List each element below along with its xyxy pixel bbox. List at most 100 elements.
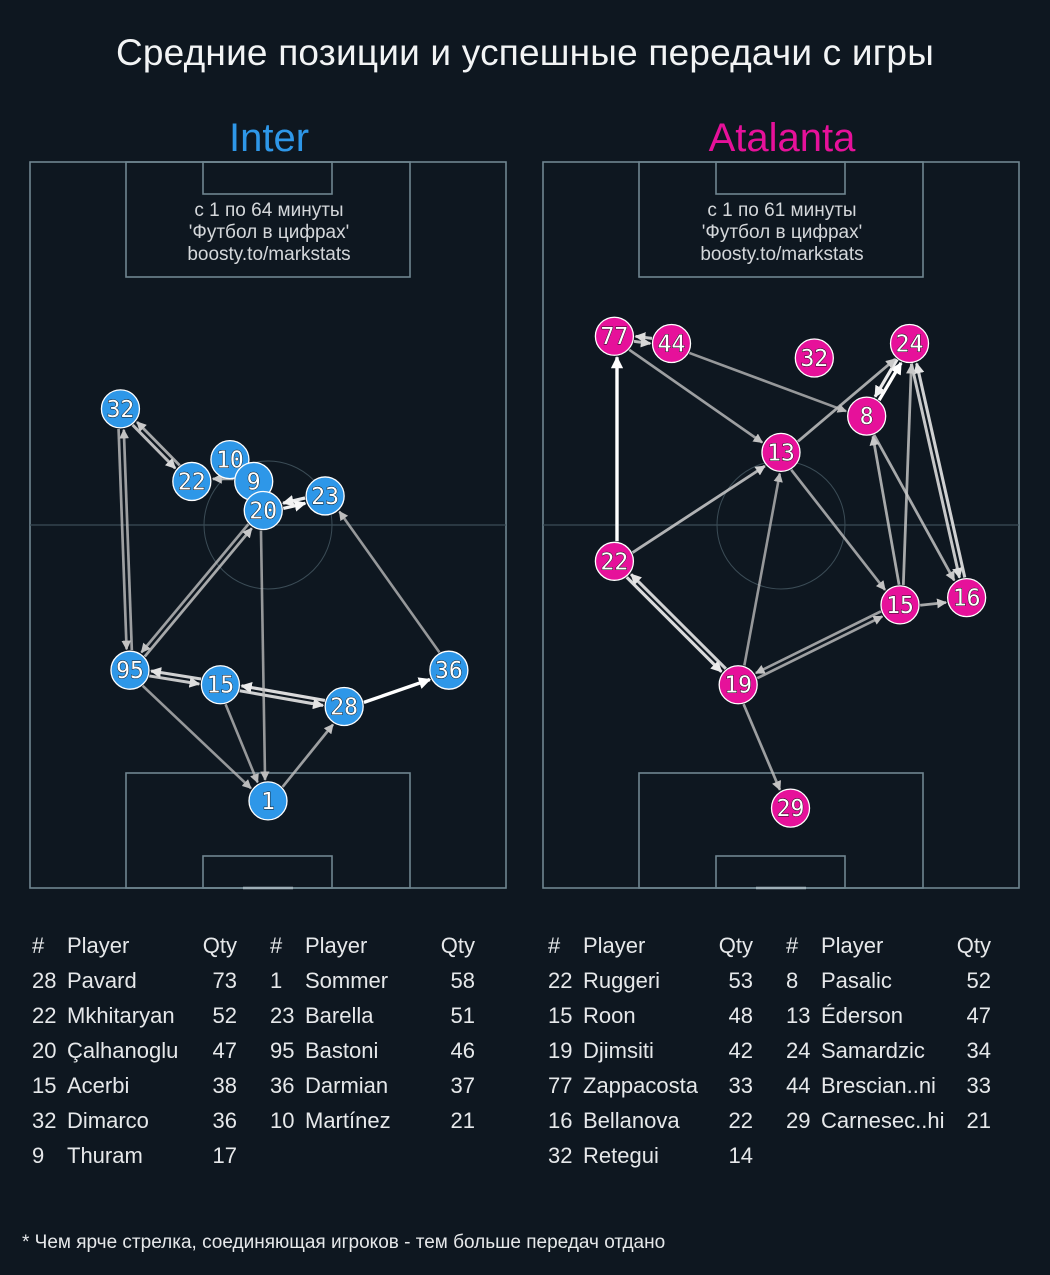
player-number-label: 15: [207, 673, 235, 699]
player-node-19[interactable]: 19: [718, 665, 758, 705]
cell-player: Carnesec..hi: [821, 1107, 945, 1133]
pass-arrow-44-to-77: [634, 332, 653, 343]
cell-player: Bellanova: [583, 1107, 680, 1133]
player-number-label: 20: [249, 498, 277, 524]
player-node-32[interactable]: 32: [100, 389, 141, 429]
table-row: 1 Sommer 58: [270, 963, 475, 998]
player-node-16[interactable]: 16: [946, 577, 987, 618]
player-node-1[interactable]: 1: [248, 781, 288, 821]
pass-arrow-15-to-1: [224, 703, 259, 784]
cell-num: 16: [548, 1107, 573, 1133]
player-number-label: 95: [116, 658, 144, 684]
pass-arrow-95-to-20: [143, 527, 253, 658]
player-node-22[interactable]: 22: [594, 541, 635, 581]
player-node-24[interactable]: 24: [889, 323, 930, 364]
player-number-label: 32: [107, 397, 135, 423]
player-node-44[interactable]: 44: [651, 323, 692, 364]
player-node-22[interactable]: 22: [172, 461, 212, 502]
cell-player: Mkhitaryan: [67, 1002, 175, 1028]
period-text: с 1 по 64 минуты: [194, 200, 344, 221]
player-node-23[interactable]: 23: [305, 476, 345, 516]
col-header-qty: Qty: [718, 932, 753, 958]
player-number-label: 24: [896, 332, 924, 358]
player-node-15[interactable]: 15: [880, 585, 920, 625]
pass-arrow-8-to-16: [872, 434, 956, 582]
cell-player: Sommer: [305, 967, 389, 993]
table-header-row: # Player Qty: [548, 928, 753, 963]
table-away-right: # Player Qty 8 Pasalic 52 13 Éderson 47 24 Samardz…: [786, 928, 991, 1138]
player-node-13[interactable]: 13: [761, 432, 801, 473]
pass-arrow-20-to-1: [259, 530, 270, 781]
player-marker: [100, 389, 141, 429]
player-node-77[interactable]: 77: [594, 316, 635, 356]
table-row: 22 Mkhitaryan 52: [32, 998, 237, 1033]
cell-qty: 14: [728, 1142, 753, 1168]
player-node-29[interactable]: 29: [770, 788, 811, 828]
cell-qty: 22: [728, 1107, 753, 1133]
cell-player: Darmian: [305, 1072, 389, 1098]
player-number-label: 77: [601, 324, 629, 350]
cell-qty: 46: [450, 1037, 475, 1063]
col-header-qty: Qty: [440, 932, 475, 958]
source-text: 'Футбол в цифрах': [188, 222, 350, 243]
cell-num: 44: [786, 1072, 811, 1098]
table-header-row: # Player Qty: [32, 928, 237, 963]
table-row: 29 Carnesec..hi 21: [786, 1103, 991, 1138]
cell-qty: 38: [212, 1072, 237, 1098]
player-marker: [847, 396, 887, 436]
pass-arrow-77-to-44: [633, 337, 652, 348]
player-node-15[interactable]: 15: [200, 665, 241, 705]
pass-arrow-16-to-24: [913, 362, 967, 578]
goal-area-top: [202, 161, 333, 195]
penalty-area-bottom: [638, 772, 924, 889]
player-node-8[interactable]: 8: [847, 396, 887, 436]
cell-num: 28: [32, 967, 57, 993]
source-url: boosty.to/markstats: [700, 244, 864, 265]
table-row: 15 Roon 48: [548, 998, 753, 1033]
pass-arrow-15-to-28: [239, 689, 325, 710]
player-number-label: 32: [800, 346, 828, 372]
table-row: 8 Pasalic 52: [786, 963, 991, 998]
cell-qty: 48: [728, 1002, 753, 1028]
pass-arrow-24-to-16: [909, 363, 963, 579]
table-row: 15 Acerbi 38: [32, 1068, 237, 1103]
player-marker: [243, 490, 283, 531]
player-number-label: 23: [311, 484, 339, 510]
cell-player: Dimarco: [67, 1107, 149, 1133]
cell-qty: 37: [450, 1072, 475, 1098]
table-home-right: # Player Qty 1 Sommer 58 23 Barella 51 95 Bastoni 4…: [270, 928, 475, 1138]
cell-num: 9: [32, 1142, 45, 1168]
player-marker: [594, 541, 635, 581]
pass-arrow-44-to-8: [688, 351, 847, 413]
cell-num: 22: [548, 967, 573, 993]
player-marker: [324, 686, 364, 727]
pass-arrow-23-to-20: [281, 495, 306, 507]
player-node-95[interactable]: 95: [110, 650, 150, 690]
player-node-36[interactable]: 36: [429, 650, 469, 690]
cell-num: 15: [548, 1002, 573, 1028]
player-number-label: 22: [178, 469, 206, 495]
cell-num: 20: [32, 1037, 57, 1063]
player-number-label: 1: [261, 789, 275, 815]
goal-area-bottom: [202, 855, 333, 889]
cell-num: 10: [270, 1107, 295, 1133]
pass-arrow-22-to-19: [625, 576, 723, 673]
cell-player: Thuram: [67, 1142, 143, 1168]
col-header-player: Player: [67, 932, 130, 958]
cell-qty: 33: [728, 1072, 753, 1098]
player-marker: [305, 476, 345, 516]
col-header-num: #: [270, 932, 283, 958]
cell-player: Martínez: [305, 1107, 391, 1133]
table-row: 77 Zappacosta 33: [548, 1068, 753, 1103]
player-number-label: 15: [886, 593, 914, 619]
player-number-label: 29: [777, 796, 805, 822]
cell-player: Barella: [305, 1002, 374, 1028]
player-node-32[interactable]: 32: [794, 338, 834, 378]
player-node-20[interactable]: 20: [243, 490, 283, 531]
player-node-28[interactable]: 28: [324, 686, 364, 727]
player-table: # Player Qty 28 Pavard 73 22 Mkhitaryan 52 20 Çalh…: [32, 928, 237, 1173]
pass-arrow-77-to-13: [628, 348, 764, 444]
pitch-away: 77 44 32 24 8 13 22 15 16 19 29: [542, 161, 1020, 890]
cell-num: 77: [548, 1072, 573, 1098]
